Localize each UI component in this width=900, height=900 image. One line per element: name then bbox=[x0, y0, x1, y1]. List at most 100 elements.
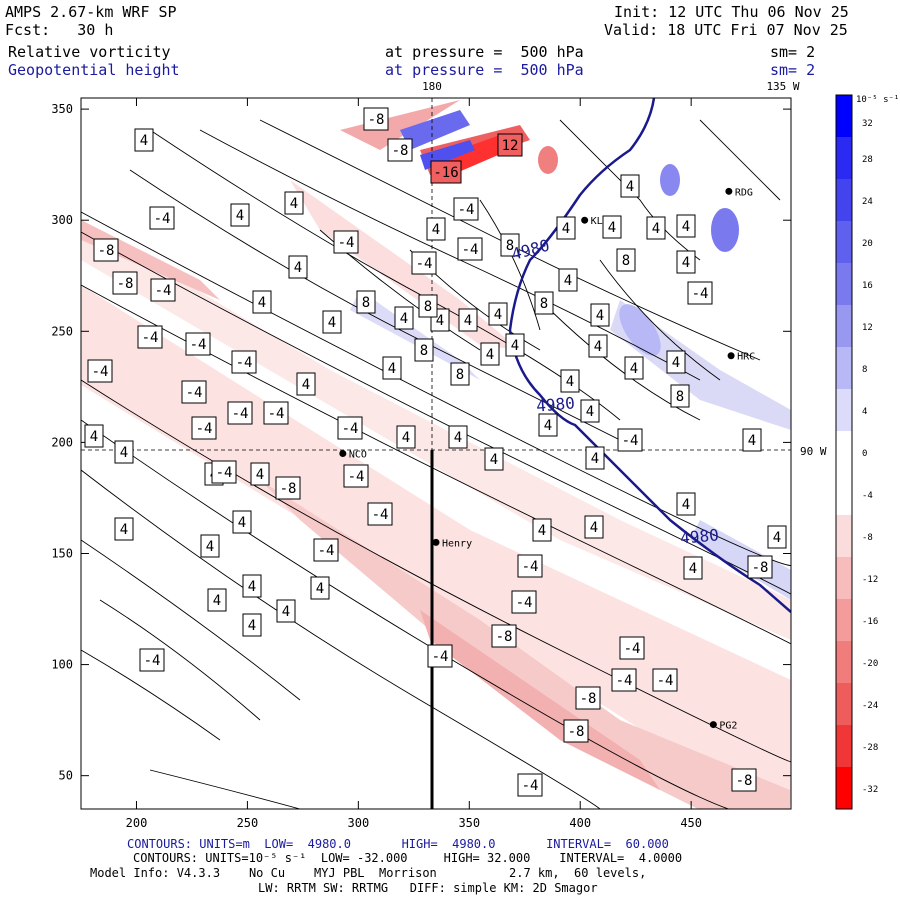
colorbar-label: 28 bbox=[862, 155, 873, 165]
y-tick-label: 150 bbox=[51, 546, 73, 560]
colorbar-swatch bbox=[836, 221, 852, 264]
field2-pressure: at pressure = 500 hPa bbox=[385, 61, 584, 79]
colorbar-swatch bbox=[836, 179, 852, 222]
vorticity-label: -4 bbox=[416, 256, 433, 272]
vorticity-label: 4 bbox=[511, 338, 519, 354]
vorticity-label-box bbox=[683, 556, 703, 580]
vorticity-label: -8 bbox=[736, 773, 753, 789]
vorticity-label: 4 bbox=[538, 523, 546, 539]
y-axis: 350 300 250 200 150 100 50 bbox=[51, 102, 791, 783]
vorticity-label: -8 bbox=[580, 691, 597, 707]
vorticity-label-box bbox=[322, 310, 342, 334]
vorticity-label-box bbox=[200, 534, 220, 558]
vorticity-label-box bbox=[646, 216, 666, 240]
station-label: HRC bbox=[737, 352, 755, 363]
vorticity-label-box bbox=[250, 462, 270, 486]
vorticity-label-box bbox=[666, 350, 686, 374]
colorbar-swatch bbox=[836, 599, 852, 642]
vorticity-label: -4 bbox=[216, 465, 233, 481]
colorbar-label: 8 bbox=[862, 365, 867, 375]
vorticity-label: -4 bbox=[616, 673, 633, 689]
vorticity-label: 8 bbox=[362, 295, 370, 311]
vorticity-label: -4 bbox=[462, 242, 479, 258]
vorticity-label-box bbox=[333, 230, 359, 254]
vorticity-label: 8 bbox=[540, 296, 548, 312]
vorticity-label: 4 bbox=[248, 579, 256, 595]
vorticity-label: -4 bbox=[92, 364, 109, 380]
colorbar-label: -32 bbox=[862, 785, 878, 795]
vorticity-label-box bbox=[87, 359, 113, 383]
station-label: RDG bbox=[735, 187, 753, 198]
station-marker bbox=[727, 352, 735, 360]
vorticity-label-box bbox=[580, 399, 600, 423]
positive-vorticity-core bbox=[660, 164, 680, 196]
colorbar-swatch bbox=[836, 641, 852, 684]
vorticity-label: 8 bbox=[456, 367, 464, 383]
footer-model-info: Model Info: V4.3.3 No Cu MYJ PBL Morriso… bbox=[90, 866, 647, 880]
footer-vorticity-contours: CONTOURS: UNITS=10⁻⁵ s⁻¹ LOW= -32.000 HI… bbox=[133, 851, 683, 865]
station-marker bbox=[432, 538, 440, 546]
vorticity-label-box bbox=[232, 510, 252, 534]
vorticity-label-box bbox=[505, 333, 525, 357]
vorticity-label: 4 bbox=[400, 311, 408, 327]
footer-height-low: LOW= 4980.0 bbox=[264, 837, 351, 851]
vorticity-label-box bbox=[414, 338, 434, 362]
vorticity-label: 4 bbox=[316, 581, 324, 597]
vorticity-label: 12 bbox=[502, 138, 519, 154]
vorticity-label: 4 bbox=[213, 593, 221, 609]
vorticity-label-box bbox=[450, 362, 470, 386]
vorticity-label: 4 bbox=[626, 179, 634, 195]
colorbar-label: -4 bbox=[862, 491, 873, 501]
vorticity-label: -16 bbox=[433, 165, 458, 181]
vorticity-label-box bbox=[114, 440, 134, 464]
vorticity-label: -4 bbox=[522, 778, 539, 794]
colorbar-swatch bbox=[836, 473, 852, 516]
init-time: Init: 12 UTC Thu 06 Nov 25 bbox=[614, 3, 849, 21]
colorbar-label: -8 bbox=[862, 533, 873, 543]
station-marker bbox=[725, 187, 733, 195]
vorticity-label-box bbox=[480, 342, 500, 366]
colorbar-frame bbox=[835, 94, 853, 810]
height-contour-label: 4980 bbox=[680, 525, 720, 547]
vorticity-label: 4 bbox=[682, 219, 690, 235]
vorticity-label: -4 bbox=[432, 649, 449, 665]
colorbar-label: -12 bbox=[862, 575, 878, 585]
x-tick-label: 350 bbox=[458, 816, 480, 830]
colorbar-swatch bbox=[836, 683, 852, 726]
parallel-90w-label: 90 W bbox=[800, 445, 827, 458]
positive-vorticity-band bbox=[350, 290, 480, 380]
vorticity-label-box bbox=[742, 428, 762, 452]
vorticity-label-box bbox=[558, 268, 578, 292]
vorticity-label-box bbox=[430, 160, 462, 184]
vorticity-label-box bbox=[427, 644, 453, 668]
field2-name: Geopotential height bbox=[8, 61, 180, 79]
vorticity-label: 4 bbox=[544, 418, 552, 434]
valid-time: Valid: 18 UTC Fri 07 Nov 25 bbox=[604, 21, 848, 39]
vorticity-label-box bbox=[230, 203, 250, 227]
vorticity-label-box bbox=[517, 773, 543, 797]
vorticity-label: -4 bbox=[516, 595, 533, 611]
vorticity-label: 4 bbox=[594, 339, 602, 355]
vorticity-label-box bbox=[242, 574, 262, 598]
meridian-135w-label: 135 W bbox=[766, 80, 799, 93]
vorticity-label-box bbox=[584, 515, 604, 539]
vorticity-label-box bbox=[624, 356, 644, 380]
vorticity-label-box bbox=[556, 216, 576, 240]
vorticity-label-box bbox=[484, 447, 504, 471]
vorticity-label: -4 bbox=[622, 433, 639, 449]
vorticity-label: 4 bbox=[236, 208, 244, 224]
vorticity-label: -4 bbox=[142, 330, 159, 346]
vorticity-label: 4 bbox=[256, 467, 264, 483]
vorticity-label-box bbox=[227, 401, 253, 425]
vorticity-label: 4 bbox=[302, 377, 310, 393]
vorticity-label-box bbox=[453, 197, 479, 221]
vorticity-label: 4 bbox=[596, 308, 604, 324]
x-tick-label: 250 bbox=[237, 816, 259, 830]
vorticity-label-box bbox=[181, 380, 207, 404]
vorticity-label-box bbox=[356, 290, 376, 314]
vorticity-label: -4 bbox=[692, 286, 709, 302]
fcst-value: 30 h bbox=[77, 21, 114, 39]
vorticity-label: 4 bbox=[282, 604, 290, 620]
vorticity-label: 4 bbox=[402, 430, 410, 446]
vorticity-label-box bbox=[585, 446, 605, 470]
